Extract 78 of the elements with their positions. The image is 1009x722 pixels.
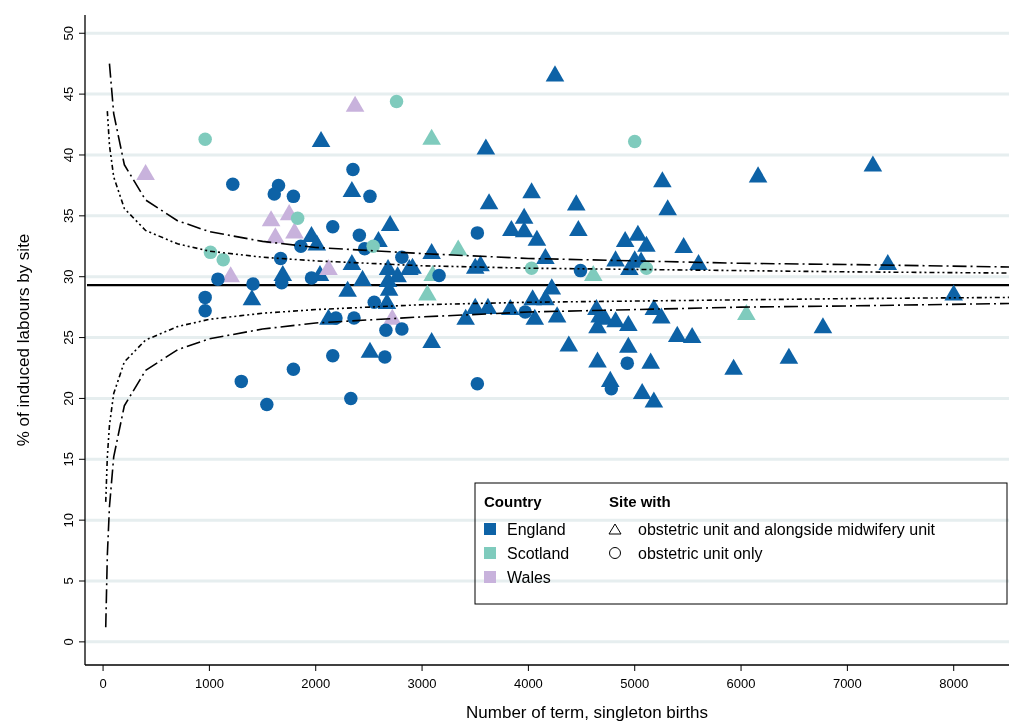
point <box>326 220 340 234</box>
point <box>379 323 393 338</box>
y-tick-label: 25 <box>61 330 76 345</box>
x-tick-label: 7000 <box>832 676 862 691</box>
point <box>286 362 301 376</box>
y-tick-label: 20 <box>61 391 76 406</box>
y-tick-label: 30 <box>61 269 76 284</box>
x-tick-label: 6000 <box>726 676 756 691</box>
point <box>352 228 367 243</box>
y-tick-label: 15 <box>61 452 76 467</box>
point <box>573 263 588 278</box>
point <box>470 377 485 391</box>
point <box>620 356 635 370</box>
point <box>422 128 441 145</box>
point <box>304 271 319 285</box>
point <box>290 211 305 226</box>
x-tick-label: 4000 <box>513 676 543 691</box>
y-tick-label: 0 <box>61 638 76 646</box>
point <box>345 95 365 112</box>
point <box>346 162 360 177</box>
point <box>378 350 392 364</box>
x-tick-label: 0 <box>99 676 107 691</box>
point <box>395 250 409 264</box>
point <box>319 258 338 275</box>
y-tick-label: 35 <box>61 208 76 224</box>
annotation: obstetric unit only <box>638 545 763 562</box>
point <box>395 322 409 336</box>
annotation: obstetric unit and alongside midwifery unit <box>638 521 936 538</box>
point <box>234 374 249 389</box>
point <box>639 261 654 275</box>
point <box>344 391 358 406</box>
point <box>285 222 304 239</box>
legend-label: Scotland <box>507 545 570 562</box>
point <box>261 210 281 227</box>
point <box>363 189 377 204</box>
y-tick-label: 50 <box>61 26 76 41</box>
legend-label: Wales <box>507 569 551 586</box>
point <box>226 177 240 191</box>
x-tick-label: 3000 <box>407 676 437 691</box>
y-tick-label: 40 <box>61 147 76 163</box>
y-tick-label: 5 <box>61 577 76 585</box>
legend-title: Country <box>484 493 543 510</box>
x-tick-label: 5000 <box>620 676 650 691</box>
point <box>583 264 603 282</box>
point <box>366 239 380 254</box>
point <box>367 295 381 310</box>
point <box>136 163 155 180</box>
x-tick-label: 1000 <box>194 676 224 691</box>
point <box>260 397 274 412</box>
point <box>216 252 230 267</box>
y-tick-label: 10 <box>61 512 76 528</box>
point <box>246 277 260 291</box>
point <box>294 239 308 254</box>
point <box>627 134 642 149</box>
y-tick-label: 45 <box>61 86 76 102</box>
legend-label: England <box>507 521 566 538</box>
point <box>432 268 446 283</box>
point <box>266 227 285 244</box>
point <box>418 284 437 301</box>
point <box>470 226 485 240</box>
point <box>203 245 218 260</box>
point <box>347 311 361 325</box>
point <box>211 272 225 286</box>
x-tick-label: 2000 <box>301 676 331 691</box>
point <box>273 251 288 266</box>
point <box>389 94 404 109</box>
annotation: Site with <box>609 493 671 510</box>
point <box>198 290 212 305</box>
x-axis-title: Number of term, singleton births <box>466 703 708 722</box>
point <box>737 303 756 320</box>
point <box>326 349 340 363</box>
x-tick-label: 8000 <box>939 676 969 691</box>
y-axis-title: % of induced labours by site <box>14 233 33 447</box>
line-series <box>104 302 1009 629</box>
point <box>198 132 212 146</box>
point <box>198 304 212 318</box>
point <box>267 187 282 201</box>
point <box>286 189 301 204</box>
